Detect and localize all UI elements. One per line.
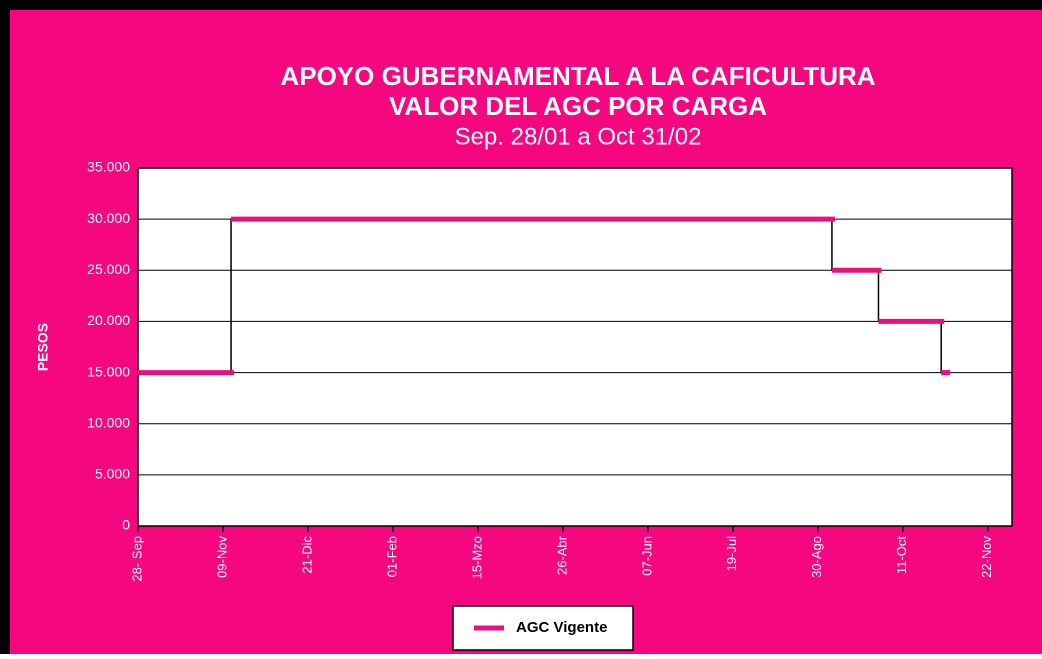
y-tick-label: 20.000 — [87, 312, 130, 328]
y-tick-label: 5.000 — [95, 466, 130, 482]
chart-subtitle: Sep. 28/01 a Oct 31/02 — [455, 123, 702, 150]
x-tick-label: 11-Oct — [894, 536, 909, 574]
x-tick-label: 07-Jun — [639, 536, 654, 576]
x-tick-label: 30-Ago — [809, 536, 824, 578]
plot-area — [137, 167, 1013, 527]
x-tick-label: 09-Nov — [214, 536, 229, 578]
x-tick-label: 15-Mzo — [469, 536, 484, 579]
x-tick-label: 22-Nov — [979, 536, 994, 578]
x-tick-label: 21-Dic — [299, 536, 314, 574]
y-tick-label: 0 — [122, 517, 130, 533]
y-tick-label: 25.000 — [87, 261, 130, 277]
chart-subtitle: VALOR DEL AGC POR CARGA — [389, 91, 767, 121]
y-tick-label: 35.000 — [87, 159, 130, 175]
x-tick-label: 28- Sep — [129, 536, 144, 582]
chart-title: APOYO GUBERNAMENTAL A LA CAFICULTURA — [280, 61, 875, 91]
x-tick-label: 01-Feb — [384, 536, 399, 577]
legend-label: AGC Vigente — [516, 619, 607, 636]
x-tick-label: 19-Jul — [724, 536, 739, 572]
x-tick-label: 26-Abr — [554, 535, 569, 575]
y-tick-label: 10.000 — [87, 414, 130, 430]
y-tick-label: 30.000 — [87, 210, 130, 226]
y-tick-label: 15.000 — [87, 363, 130, 379]
y-axis-label: PESOS — [35, 323, 51, 371]
